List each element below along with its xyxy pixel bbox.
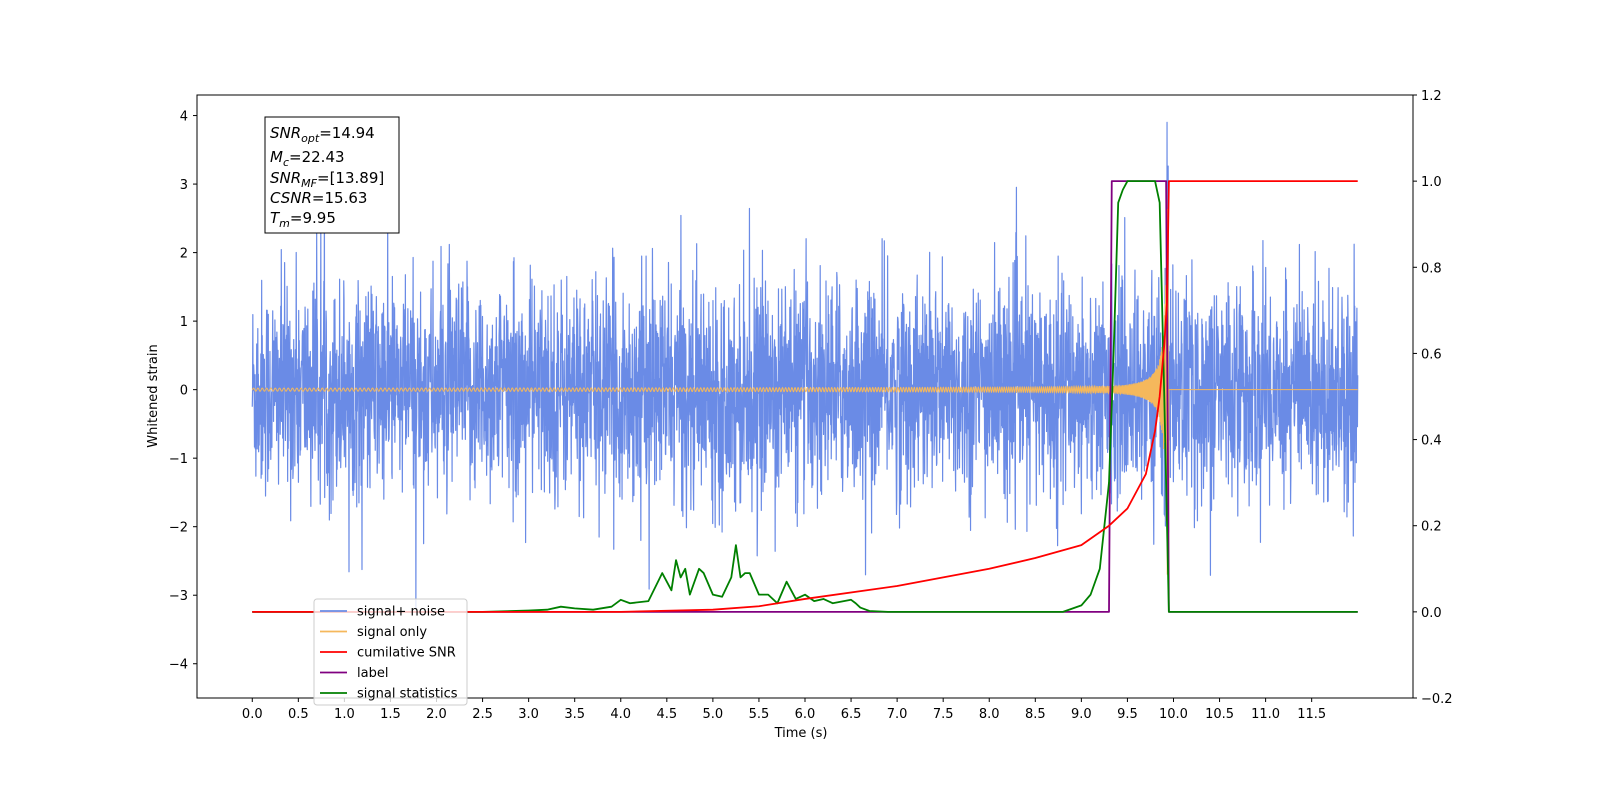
x-tick-label: 1.0 (334, 707, 355, 722)
legend-label: signal statistics (357, 687, 458, 702)
info-csnr: CSNR=15.63 (270, 189, 367, 207)
x-tick-label: 2.0 (426, 707, 447, 722)
y-left-tick-label: 4 (180, 110, 188, 125)
x-tick-label: 10.5 (1205, 707, 1234, 722)
x-tick-label: 0.0 (242, 707, 263, 722)
y-axis-right-ticks: −0.2 0.0 0.2 0.4 0.6 0.8 1.0 1.2 (1413, 89, 1453, 707)
legend-label: cumilative SNR (357, 646, 456, 661)
x-tick-label: 6.0 (795, 707, 816, 722)
series-signal-only (251, 209, 1358, 575)
info-tm: Tm=9.95 (270, 209, 336, 230)
series-signal-noise (251, 121, 1359, 610)
y-right-tick-label: 0.6 (1421, 347, 1442, 362)
y-right-tick-label: 1.2 (1421, 89, 1442, 104)
x-tick-label: 5.5 (749, 707, 770, 722)
info-box: SNRopt=14.94 Mc=22.43 SNRMF=[13.89] CSNR… (264, 116, 400, 234)
y-left-tick-label: −4 (169, 658, 188, 673)
x-tick-label: 11.5 (1297, 707, 1326, 722)
x-tick-label: 10.0 (1159, 707, 1188, 722)
y-left-tick-label: −1 (169, 452, 188, 467)
y-left-tick-label: 3 (180, 178, 188, 193)
x-tick-label: 1.5 (380, 707, 401, 722)
x-tick-label: 0.5 (288, 707, 309, 722)
legend-label: label (357, 666, 388, 681)
x-tick-label: 11.0 (1251, 707, 1280, 722)
info-box-frame (264, 116, 400, 234)
x-tick-label: 4.5 (656, 707, 677, 722)
x-tick-label: 7.0 (887, 707, 908, 722)
x-tick-label: 3.0 (518, 707, 539, 722)
y-left-tick-label: 1 (180, 315, 188, 330)
y-left-tick-label: 0 (180, 384, 188, 399)
x-axis-ticks: 0.0 0.5 1.0 1.5 2.0 2.5 3.0 3.5 4.0 4.5 5.0 5.5 6.0 6… (242, 698, 1326, 722)
legend-frame (313, 598, 468, 706)
y-left-tick-label: −2 (169, 521, 188, 536)
x-tick-label: 3.5 (564, 707, 585, 722)
x-tick-label: 7.5 (933, 707, 954, 722)
x-tick-label: 8.5 (1025, 707, 1046, 722)
y-right-tick-label: 0.8 (1421, 261, 1442, 276)
y-left-tick-label: 2 (180, 247, 188, 262)
series-signal-only-line (251, 209, 1358, 575)
x-tick-label: 9.0 (1071, 707, 1092, 722)
legend-label: signal+ noise (357, 605, 445, 620)
right-axis-series (252, 180, 1358, 613)
x-tick-label: 9.5 (1117, 707, 1138, 722)
legend-label: signal only (357, 625, 427, 640)
y-axis-left-ticks: −4 −3 −2 −1 0 1 2 3 4 (169, 110, 197, 673)
y-right-tick-label: 0.4 (1421, 434, 1442, 449)
y-axis-left-title: Whitened strain (146, 344, 161, 447)
x-axis-title: Time (s) (774, 726, 828, 741)
info-mc: Mc=22.43 (270, 148, 345, 169)
x-tick-label: 8.0 (979, 707, 1000, 722)
y-left-tick-label: −3 (169, 589, 188, 604)
x-tick-label: 4.0 (610, 707, 631, 722)
x-tick-label: 5.0 (703, 707, 724, 722)
info-snr-mf: SNRMF=[13.89] (270, 169, 384, 190)
x-tick-label: 6.5 (841, 707, 862, 722)
series-signal-noise-line (251, 121, 1359, 610)
legend: signal+ noise signal only cumilative SNR la… (313, 598, 468, 706)
x-tick-label: 2.5 (472, 707, 493, 722)
y-right-tick-label: 0.0 (1421, 606, 1442, 621)
y-right-tick-label: 0.2 (1421, 520, 1442, 535)
info-snr-opt: SNRopt=14.94 (270, 124, 375, 145)
y-right-tick-label: 1.0 (1421, 175, 1442, 190)
series-cumilative-snr-line (252, 180, 1358, 613)
plot-area (251, 121, 1359, 613)
y-right-tick-label: −0.2 (1421, 692, 1453, 707)
